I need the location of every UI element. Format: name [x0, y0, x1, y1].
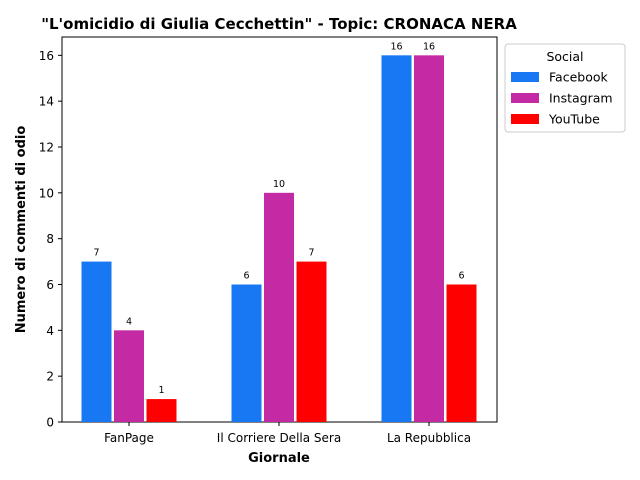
bar-value-label: 4 — [126, 316, 132, 327]
legend-label: Instagram — [549, 91, 613, 106]
x-axis: FanPage Il Corriere Della Sera La Repubbli… — [104, 422, 471, 445]
bar — [264, 192, 294, 422]
y-tick-label: 8 — [46, 232, 54, 246]
legend-title: Social — [546, 49, 583, 64]
bar — [81, 261, 112, 422]
y-tick-label: 14 — [39, 95, 54, 109]
x-tick-label: La Repubblica — [387, 431, 471, 445]
x-axis-label: Giornale — [248, 451, 310, 466]
x-tick-label: FanPage — [104, 431, 154, 445]
legend-items: Facebook Instagram YouTube — [511, 70, 613, 127]
y-tick-label: 6 — [46, 278, 54, 292]
legend-swatch — [511, 72, 539, 82]
y-axis: 0 2 4 6 8 10 12 14 16 — [39, 49, 62, 430]
bar-value-label: 7 — [93, 248, 99, 259]
y-tick-label: 12 — [39, 141, 54, 155]
legend-label: YouTube — [548, 112, 600, 127]
bar — [414, 55, 444, 422]
bar — [231, 284, 262, 422]
bar-value-label: 6 — [458, 271, 464, 282]
legend-box — [504, 43, 626, 133]
y-axis-label: Numero di commenti di odio — [14, 126, 29, 334]
y-tick-label: 10 — [39, 186, 54, 200]
bar — [446, 284, 477, 422]
bars-group — [81, 55, 477, 422]
legend-swatch — [511, 93, 539, 103]
x-tick-label: Il Corriere Della Sera — [217, 431, 341, 445]
bar-value-label: 16 — [423, 41, 435, 52]
bar — [381, 55, 412, 422]
bar — [114, 330, 144, 422]
bar — [296, 261, 327, 422]
y-tick-label: 0 — [46, 416, 54, 430]
bar-value-label: 7 — [308, 248, 314, 259]
bar-value-label: 16 — [390, 41, 402, 52]
bar-value-label: 10 — [273, 179, 285, 190]
y-tick-label: 2 — [46, 370, 54, 384]
legend-swatch — [511, 114, 539, 124]
legend-label: Facebook — [549, 70, 608, 85]
legend: Social Facebook Instagram YouTube — [504, 43, 626, 133]
bar-value-label: 1 — [158, 385, 164, 396]
bar — [146, 399, 177, 422]
y-tick-label: 16 — [39, 49, 54, 63]
chart-title: "L'omicidio di Giulia Cecchettin" - Topi… — [41, 15, 517, 33]
bar-value-label: 6 — [243, 271, 249, 282]
y-tick-label: 4 — [46, 324, 54, 338]
